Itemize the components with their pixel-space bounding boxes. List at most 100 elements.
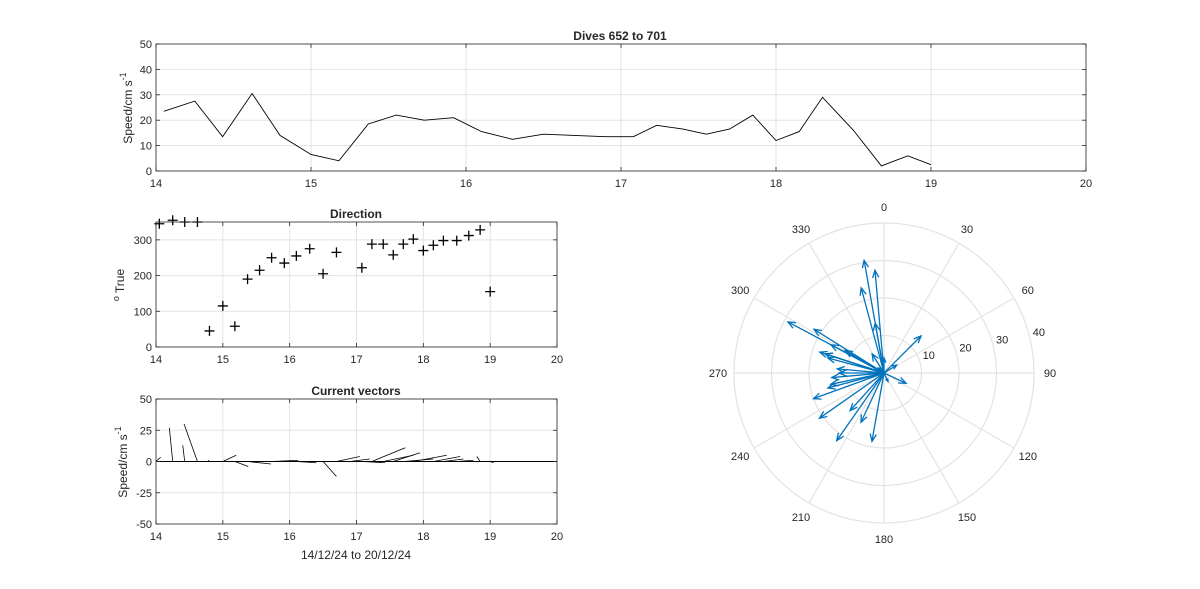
theta-tick-label: 180 xyxy=(875,534,893,546)
direction-point xyxy=(398,239,409,250)
y-tick-label: 50 xyxy=(140,394,152,406)
x-tick-label: 14 xyxy=(150,531,162,543)
x-tick-label: 18 xyxy=(417,531,429,543)
compass-arrow-head xyxy=(811,392,822,400)
radial-tick-label: 40 xyxy=(1033,327,1045,339)
theta-tick-label: 120 xyxy=(1019,451,1037,463)
y-tick-label: 20 xyxy=(140,115,152,127)
theta-tick-label: 300 xyxy=(731,285,749,297)
angular-spoke xyxy=(808,242,885,374)
compass-arrow-head xyxy=(898,376,908,385)
angular-spoke xyxy=(753,372,885,449)
current-vector xyxy=(349,458,370,462)
current-vector xyxy=(476,456,481,462)
radial-tick-label: 10 xyxy=(923,350,935,362)
compass-arrow-head xyxy=(818,411,828,420)
current-vector xyxy=(393,452,421,462)
direction-chart-title: Direction xyxy=(330,207,382,221)
speed-series-line xyxy=(163,92,932,167)
current-vector xyxy=(433,456,461,462)
compass-arrow-head xyxy=(913,334,923,344)
x-tick-label: 19 xyxy=(484,354,496,366)
speed-time-series-axes: Dives 652 to 701 14 15 16 17 18 19 20 0 10 20 30 40… xyxy=(118,29,1092,190)
current-vector xyxy=(271,459,299,462)
direction-point xyxy=(279,258,290,269)
direction-point xyxy=(451,235,462,246)
x-tick-label: 17 xyxy=(615,178,627,190)
direction-point xyxy=(217,300,228,311)
x-tick-label: 15 xyxy=(217,354,229,366)
direction-point xyxy=(408,234,419,245)
theta-tick-label: 270 xyxy=(709,368,727,380)
direction-point xyxy=(366,239,377,250)
direction-point xyxy=(291,250,302,261)
speed-chart-title: Dives 652 to 701 xyxy=(573,29,667,43)
compass-arrow-head xyxy=(826,356,836,364)
compass-arrow xyxy=(844,349,885,374)
theta-tick-label: 30 xyxy=(961,224,973,236)
direction-point xyxy=(418,245,429,256)
theta-tick-label: 240 xyxy=(731,451,749,463)
y-tick-label: 0 xyxy=(146,342,152,354)
x-tick-label: 20 xyxy=(551,354,563,366)
compass-arrow-head xyxy=(830,373,840,381)
y-tick-label: 0 xyxy=(146,457,152,469)
x-tick-label: 18 xyxy=(417,354,429,366)
x-tick-label: 20 xyxy=(1080,178,1092,190)
y-tick-label: 40 xyxy=(140,64,152,76)
compass-arrow-head xyxy=(869,433,877,443)
current-vector xyxy=(413,454,447,462)
y-tick-label: 0 xyxy=(146,166,152,178)
compass-arrow-head xyxy=(837,369,847,377)
compass-arrow xyxy=(860,372,885,423)
compass-arrow xyxy=(813,372,885,400)
y-tick-label: 100 xyxy=(134,306,152,318)
angular-spoke xyxy=(883,372,960,504)
direction-point xyxy=(388,249,399,260)
compass-arrow-head xyxy=(885,378,889,384)
x-tick-label: 17 xyxy=(350,531,362,543)
compass-arrow-head xyxy=(786,321,796,329)
compass-arrow-head xyxy=(861,258,870,269)
current-vector xyxy=(222,454,237,462)
direction-point xyxy=(167,215,178,226)
direction-point xyxy=(318,268,329,279)
y-tick-label: 300 xyxy=(134,235,152,247)
current-vector xyxy=(207,459,210,462)
direction-point xyxy=(254,265,265,276)
compass-arrow xyxy=(883,364,898,374)
current-vector xyxy=(234,461,249,467)
y-tick-label: 200 xyxy=(134,271,152,283)
x-tick-label: 18 xyxy=(770,178,782,190)
current-vector xyxy=(247,461,271,465)
compass-arrow-head xyxy=(829,344,840,352)
angular-spoke xyxy=(808,372,885,504)
compass-arrow xyxy=(830,372,885,385)
polar-compass-axes: 0 30 60 90 120 150 180 210 240 270 300 330 10 20 30 40 xyxy=(709,202,1056,546)
compass-arrow-head xyxy=(871,268,880,279)
theta-tick-label: 330 xyxy=(792,224,810,236)
theta-tick-label: 150 xyxy=(958,512,976,524)
y-tick-label: -50 xyxy=(136,519,152,531)
current-vector xyxy=(443,458,464,462)
x-tick-label: 14 xyxy=(150,354,162,366)
compass-arrow xyxy=(871,372,885,442)
compass-arrow xyxy=(874,270,885,374)
current-vector xyxy=(371,447,406,462)
direction-point xyxy=(242,274,253,285)
compass-arrow xyxy=(836,372,885,441)
vectors-x-axis-label: 14/12/24 to 20/12/24 xyxy=(301,548,411,562)
current-vector xyxy=(296,461,317,464)
current-vector xyxy=(155,456,161,462)
compass-arrow-head xyxy=(860,414,868,424)
current-vector xyxy=(183,423,198,462)
direction-point xyxy=(378,239,389,250)
current-vector xyxy=(361,461,386,464)
direction-point xyxy=(331,247,342,258)
theta-tick-label: 0 xyxy=(881,202,887,214)
compass-arrow xyxy=(831,372,885,379)
angular-spoke xyxy=(883,242,960,374)
compass-arrow xyxy=(860,287,885,374)
